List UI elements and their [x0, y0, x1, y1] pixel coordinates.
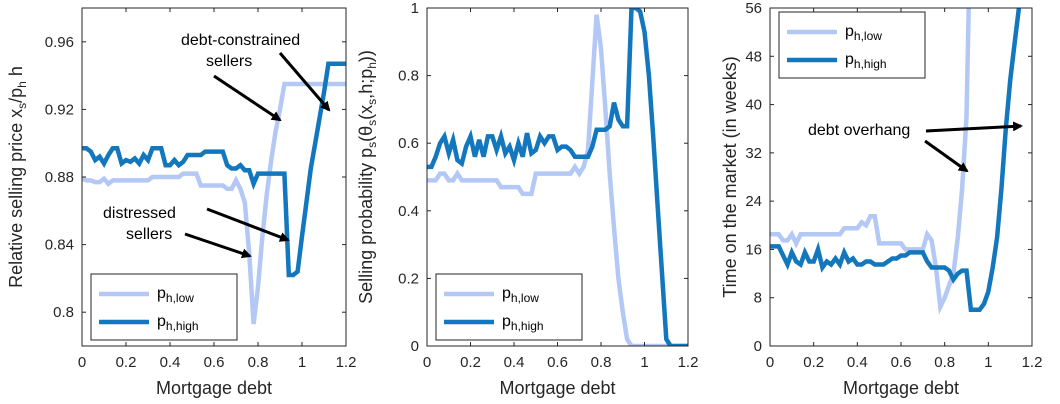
x-tick-label: 0.6	[204, 354, 225, 371]
y-tick-label: 0	[754, 338, 762, 355]
legend-label-low: ph,low	[845, 23, 882, 43]
y-tick-label: 0.4	[398, 203, 419, 220]
x-tick-label: 1.2	[336, 354, 357, 371]
y-tick-label: 0.2	[398, 270, 419, 287]
legend-label-high: ph,high	[157, 313, 199, 333]
x-tick-label: 1	[640, 354, 648, 371]
legend-label-low: ph,low	[157, 285, 194, 305]
y-tick-label: 16	[745, 241, 762, 258]
legend-label-high: ph,high	[502, 313, 544, 333]
x-tick-label: 0.8	[248, 354, 269, 371]
y-tick-label: 1	[411, 0, 419, 17]
legend: ph,low ph,high	[778, 11, 926, 79]
series-line-low	[427, 14, 688, 346]
x-tick-label: 0.2	[803, 354, 824, 371]
legend: ph,low ph,high	[435, 273, 583, 341]
y-tick-label: 0.92	[45, 101, 74, 118]
legend-box	[778, 11, 926, 79]
annotation-arrow	[184, 232, 252, 259]
annotation-text: debt overhang	[808, 122, 910, 139]
annotation-arrow	[924, 139, 969, 173]
annotation-arrow	[925, 121, 1023, 133]
legend-label-high: ph,high	[845, 51, 887, 71]
annotation-text: sellers	[126, 226, 172, 243]
x-tick-label: 0.2	[460, 354, 481, 371]
panel-time-on-market: 0 0.2 0.4 0.6 0.8 1 1.2 0 8 16 24 32 40 48 56 Mortgage …	[720, 0, 1042, 398]
annotation-text: sellers	[206, 53, 252, 70]
y-tick-label: 8	[754, 290, 762, 307]
series-line-low	[82, 81, 346, 325]
x-tick-label: 0.2	[116, 354, 137, 371]
y-tick-label: 0.88	[45, 169, 74, 186]
x-axis-label: Mortgage debt	[843, 378, 959, 398]
y-tick-label: 48	[745, 48, 762, 65]
legend-box	[435, 273, 583, 341]
x-axis-label: Mortgage debt	[156, 378, 272, 398]
annotations: debt-constrained sellers distressed sellers…	[103, 32, 1023, 259]
y-tick-label: 0.96	[45, 34, 74, 51]
x-tick-label: 0	[423, 354, 431, 371]
x-tick-label: 0.8	[591, 354, 612, 371]
y-tick-label: 32	[745, 145, 762, 162]
x-tick-label: 0	[766, 354, 774, 371]
x-tick-label: 0.8	[934, 354, 955, 371]
panel-selling-probability: 0 0.2 0.4 0.6 0.8 1 1.2 0 0.2 0.4 0.6 0.8 1 Mortgage …	[356, 0, 698, 398]
annotation-text: distressed	[103, 205, 176, 222]
x-tick-label: 0.6	[891, 354, 912, 371]
legend: ph,low ph,high	[90, 273, 238, 341]
series-line-low	[770, 8, 971, 315]
x-tick-label: 0.6	[547, 354, 568, 371]
x-tick-label: 0.4	[160, 354, 181, 371]
y-tick-label: 0.6	[398, 135, 419, 152]
legend-box	[90, 273, 238, 341]
y-axis-label: Time on the market (in weeks)	[720, 56, 740, 297]
annotation-text: debt-constrained	[181, 32, 300, 49]
annotation-arrow	[206, 207, 290, 242]
legend-label-low: ph,low	[502, 285, 539, 305]
x-tick-label: 0.4	[504, 354, 525, 371]
x-tick-label: 1	[298, 354, 306, 371]
x-tick-label: 0	[78, 354, 86, 371]
y-tick-label: 56	[745, 0, 762, 17]
x-axis-label: Mortgage debt	[499, 378, 615, 398]
panel-relative-price: 0 0.2 0.4 0.6 0.8 1 1.2 0.8 0.84 0.88 0.92 0.96 Mort…	[6, 7, 357, 398]
y-axis-label: Relative selling price xs/ph h	[6, 66, 29, 288]
x-tick-label: 1.2	[678, 354, 699, 371]
y-axis-label: Selling probability ps(θs(xs,h;ph))	[356, 50, 379, 304]
x-tick-label: 0.4	[847, 354, 868, 371]
x-tick-label: 1	[984, 354, 992, 371]
y-tick-label: 24	[745, 193, 762, 210]
y-tick-label: 40	[745, 97, 762, 114]
annotation-arrow	[278, 52, 331, 112]
series-line-high	[770, 8, 1022, 313]
y-tick-label: 0.8	[53, 304, 74, 321]
y-tick-label: 0.8	[398, 68, 419, 85]
y-tick-label: 0	[411, 338, 419, 355]
y-tick-label: 0.84	[45, 237, 74, 254]
series-line-high	[82, 61, 346, 278]
x-tick-label: 1.2	[1022, 354, 1043, 371]
series-line-high	[427, 8, 688, 346]
annotation-arrow	[213, 74, 282, 122]
